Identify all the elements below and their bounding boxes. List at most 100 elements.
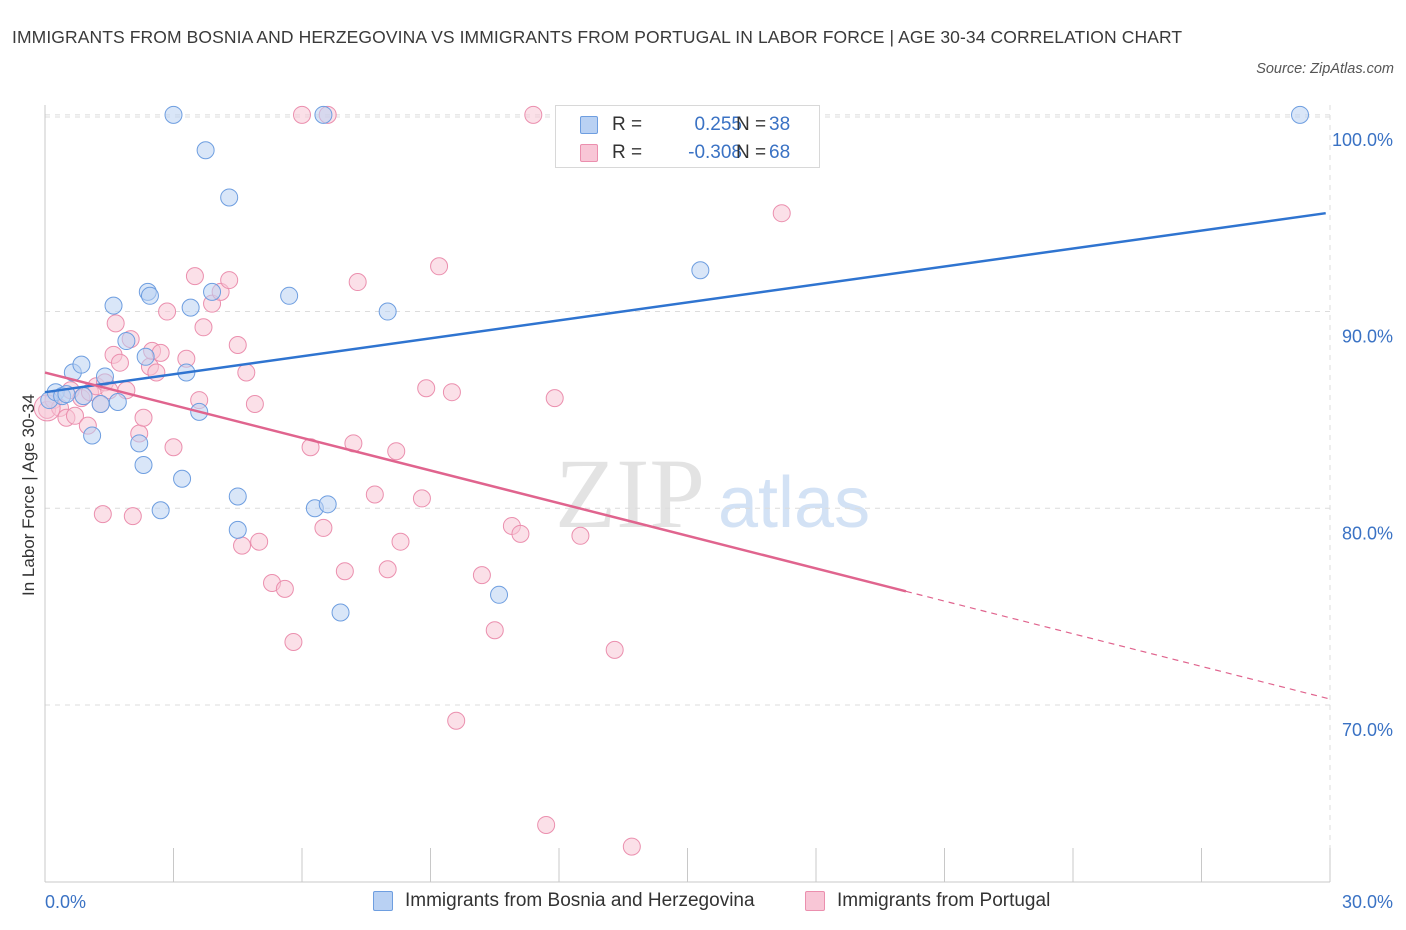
portugal-point bbox=[387, 442, 406, 461]
bosnia-point bbox=[220, 188, 239, 207]
bosnia-points bbox=[40, 105, 1310, 622]
bosnia-point bbox=[72, 355, 91, 374]
portugal-point bbox=[447, 711, 466, 730]
legend-r-value: 0.255 bbox=[694, 114, 742, 135]
portugal-point bbox=[605, 640, 624, 659]
tick-labels: 70.0% 80.0% 90.0% 100.0% 0.0% 30.0% bbox=[45, 130, 1393, 912]
y-tick-label: 70.0% bbox=[1342, 720, 1393, 740]
legend-n-label: N = bbox=[736, 114, 767, 135]
portugal-point bbox=[123, 507, 142, 526]
bosnia-point bbox=[140, 286, 159, 305]
bosnia-point bbox=[134, 455, 153, 474]
bosnia-point bbox=[331, 603, 350, 622]
legend-r-label: R = bbox=[612, 114, 643, 135]
bosnia-point bbox=[1291, 105, 1310, 124]
watermark: ZIP atlas bbox=[555, 438, 870, 549]
bosnia-point bbox=[173, 469, 192, 488]
bosnia-point bbox=[117, 332, 136, 351]
bosnia-point bbox=[314, 105, 333, 124]
trend-lines bbox=[44, 211, 1331, 700]
legend-r-label: R = bbox=[612, 142, 643, 163]
portugal-point bbox=[430, 257, 449, 276]
bosnia-point bbox=[181, 298, 200, 317]
y-tick-label: 100.0% bbox=[1332, 130, 1393, 150]
portugal-trend-extension bbox=[905, 590, 1331, 700]
bosnia-point bbox=[74, 387, 93, 406]
portugal-point bbox=[335, 562, 354, 581]
portugal-point bbox=[220, 271, 239, 290]
portugal-point bbox=[412, 489, 431, 508]
bosnia-point bbox=[164, 105, 183, 124]
bosnia-point bbox=[108, 393, 127, 412]
portugal-point bbox=[293, 105, 311, 124]
portugal-point bbox=[442, 383, 461, 402]
bosnia-point bbox=[91, 394, 110, 413]
chart-title: IMMIGRANTS FROM BOSNIA AND HERZEGOVINA V… bbox=[12, 27, 1183, 47]
portugal-point bbox=[472, 566, 491, 585]
legend-swatch-blue bbox=[580, 116, 598, 134]
legend-r-value: -0.308 bbox=[688, 142, 742, 163]
portugal-point bbox=[365, 485, 384, 504]
bosnia-point bbox=[280, 286, 299, 305]
legend-n-value: 38 bbox=[769, 114, 791, 135]
portugal-point bbox=[348, 273, 367, 292]
portugal-point bbox=[151, 343, 170, 362]
portugal-point bbox=[314, 518, 333, 537]
portugal-point bbox=[391, 532, 410, 551]
legend-swatch-pink bbox=[580, 144, 598, 162]
bosnia-point bbox=[228, 520, 247, 539]
bosnia-point bbox=[83, 426, 102, 445]
portugal-point bbox=[250, 532, 269, 551]
bosnia-trend-line bbox=[44, 211, 1326, 394]
portugal-point bbox=[233, 536, 252, 555]
bosnia-point bbox=[228, 487, 247, 506]
portugal-point bbox=[228, 335, 247, 354]
bosnia-point bbox=[318, 495, 337, 514]
x-tick-label: 0.0% bbox=[45, 892, 86, 912]
y-tick-label: 90.0% bbox=[1342, 327, 1393, 347]
portugal-point bbox=[65, 406, 84, 425]
y-tick-label: 80.0% bbox=[1342, 523, 1393, 543]
portugal-point bbox=[284, 633, 303, 652]
portugal-point bbox=[106, 314, 125, 333]
x-tick-label: 30.0% bbox=[1342, 892, 1393, 912]
portugal-point bbox=[245, 394, 264, 413]
portugal-trend-line bbox=[44, 371, 907, 593]
legend-box: R = 0.255 N = 38 R = -0.308 N = 68 bbox=[555, 105, 820, 168]
bosnia-point bbox=[104, 296, 123, 315]
portugal-point bbox=[378, 560, 397, 579]
portugal-point bbox=[537, 815, 556, 834]
legend-n-label: N = bbox=[736, 142, 767, 163]
y-axis-label: In Labor Force | Age 30-34 bbox=[19, 394, 38, 596]
bosnia-point bbox=[691, 261, 710, 280]
portugal-point bbox=[93, 505, 112, 524]
axes bbox=[44, 105, 1331, 883]
portugal-point bbox=[164, 438, 183, 457]
portugal-point bbox=[185, 267, 204, 286]
portugal-point bbox=[275, 579, 294, 598]
bosnia-point bbox=[130, 434, 149, 453]
portugal-point bbox=[772, 204, 791, 223]
bottom-legend-swatch-blue bbox=[373, 891, 393, 911]
bosnia-point bbox=[378, 302, 397, 321]
portugal-point bbox=[511, 524, 530, 543]
portugal-point bbox=[545, 389, 564, 408]
watermark-atlas: atlas bbox=[718, 463, 870, 543]
portugal-point bbox=[417, 379, 436, 398]
portugal-point bbox=[524, 105, 543, 124]
legend-n-value: 68 bbox=[769, 142, 791, 163]
bosnia-point bbox=[490, 585, 509, 604]
portugal-point bbox=[485, 621, 504, 640]
portugal-point bbox=[194, 318, 213, 337]
bottom-legend-label: Immigrants from Bosnia and Herzegovina bbox=[405, 890, 755, 911]
bottom-legend-label: Immigrants from Portugal bbox=[837, 890, 1051, 911]
bosnia-point bbox=[136, 347, 155, 366]
portugal-point bbox=[622, 837, 641, 856]
portugal-point bbox=[237, 363, 256, 382]
bottom-legend-swatch-pink bbox=[805, 891, 825, 911]
portugal-point bbox=[110, 353, 129, 372]
bosnia-point bbox=[151, 501, 170, 520]
portugal-point bbox=[134, 408, 153, 427]
source-credit: Source: ZipAtlas.com bbox=[1256, 61, 1394, 77]
